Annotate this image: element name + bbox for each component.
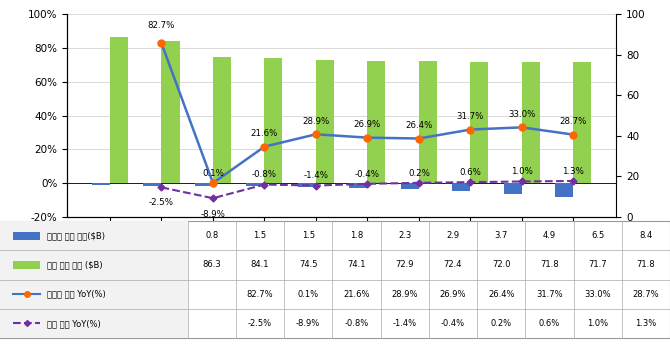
Text: 0.1%: 0.1% <box>202 169 224 178</box>
Bar <box>555 183 574 197</box>
Bar <box>574 62 592 183</box>
Text: 1.0%: 1.0% <box>511 167 533 176</box>
Text: 1.3%: 1.3% <box>563 167 584 176</box>
Bar <box>470 62 488 183</box>
Text: 33.0%: 33.0% <box>509 110 535 119</box>
Bar <box>452 183 470 191</box>
Bar <box>522 62 540 183</box>
Text: 28.7%: 28.7% <box>632 290 659 299</box>
Text: 0.1%: 0.1% <box>297 290 319 299</box>
Text: 33.0%: 33.0% <box>584 290 611 299</box>
Text: -8.9%: -8.9% <box>200 210 225 219</box>
Text: 1.5: 1.5 <box>302 231 315 240</box>
Text: 31.7%: 31.7% <box>457 112 484 121</box>
Text: 디지털 잡지 YoY(%): 디지털 잡지 YoY(%) <box>47 290 106 299</box>
Text: 1.3%: 1.3% <box>635 319 657 328</box>
Text: 84.1: 84.1 <box>251 260 269 270</box>
Text: 31.7%: 31.7% <box>536 290 563 299</box>
Text: 26.9%: 26.9% <box>354 120 381 129</box>
Bar <box>92 183 110 184</box>
Text: 인쇄 잡지 시장 ($B): 인쇄 잡지 시장 ($B) <box>47 260 103 270</box>
Text: -0.4%: -0.4% <box>441 319 465 328</box>
Bar <box>0 280 188 309</box>
Text: 71.8: 71.8 <box>540 260 559 270</box>
Text: 인쇄 잡지 YoY(%): 인쇄 잡지 YoY(%) <box>47 319 100 328</box>
Bar <box>247 183 265 186</box>
Text: 8.4: 8.4 <box>639 231 653 240</box>
Bar <box>13 261 40 269</box>
Bar <box>0 250 188 280</box>
Bar <box>298 183 316 187</box>
Bar <box>367 61 385 183</box>
Text: -2.5%: -2.5% <box>248 319 272 328</box>
Text: 1.0%: 1.0% <box>587 319 608 328</box>
Bar <box>265 58 283 183</box>
Text: 2.9: 2.9 <box>446 231 460 240</box>
Bar <box>110 37 128 183</box>
Text: 0.6%: 0.6% <box>460 168 481 177</box>
Text: -0.8%: -0.8% <box>344 319 368 328</box>
Bar <box>0 309 188 338</box>
Text: 82.7%: 82.7% <box>148 21 175 30</box>
Bar <box>0 221 188 250</box>
Text: 2.3: 2.3 <box>398 231 411 240</box>
Text: 0.2%: 0.2% <box>490 319 512 328</box>
Bar <box>350 183 367 188</box>
Bar <box>419 61 437 183</box>
Text: 디지털 잡지 시장($B): 디지털 잡지 시장($B) <box>47 231 105 240</box>
Text: 71.8: 71.8 <box>636 260 655 270</box>
Text: -0.4%: -0.4% <box>355 170 380 179</box>
Bar <box>504 183 522 194</box>
Text: 72.4: 72.4 <box>444 260 462 270</box>
Text: 74.5: 74.5 <box>299 260 318 270</box>
Bar <box>143 183 161 186</box>
Text: 82.7%: 82.7% <box>247 290 273 299</box>
FancyBboxPatch shape <box>0 221 670 338</box>
Text: 1.8: 1.8 <box>350 231 363 240</box>
Bar <box>401 183 419 189</box>
Text: 26.9%: 26.9% <box>440 290 466 299</box>
Text: 4.9: 4.9 <box>543 231 556 240</box>
Text: 3.7: 3.7 <box>494 231 508 240</box>
Text: 28.9%: 28.9% <box>391 290 418 299</box>
Text: 28.7%: 28.7% <box>559 117 587 126</box>
Text: -0.8%: -0.8% <box>252 170 277 180</box>
Text: 1.5: 1.5 <box>253 231 267 240</box>
Text: 74.1: 74.1 <box>347 260 366 270</box>
Text: -1.4%: -1.4% <box>393 319 417 328</box>
Text: -2.5%: -2.5% <box>149 197 174 206</box>
Text: 26.4%: 26.4% <box>405 121 433 130</box>
Bar <box>13 232 40 240</box>
Text: 71.7: 71.7 <box>588 260 607 270</box>
Text: 21.6%: 21.6% <box>343 290 370 299</box>
Text: 72.0: 72.0 <box>492 260 511 270</box>
Bar <box>213 57 231 183</box>
Bar <box>316 60 334 183</box>
Text: 86.3: 86.3 <box>202 260 221 270</box>
Bar <box>195 183 213 186</box>
Text: 6.5: 6.5 <box>591 231 604 240</box>
Text: 26.4%: 26.4% <box>488 290 515 299</box>
Text: 0.6%: 0.6% <box>539 319 560 328</box>
Text: -1.4%: -1.4% <box>304 172 328 181</box>
Text: 21.6%: 21.6% <box>251 129 278 138</box>
Text: 72.9: 72.9 <box>395 260 414 270</box>
Text: 28.9%: 28.9% <box>302 117 330 126</box>
Text: 0.8: 0.8 <box>205 231 218 240</box>
Bar <box>161 41 180 183</box>
Text: 0.2%: 0.2% <box>408 169 430 178</box>
Text: -8.9%: -8.9% <box>296 319 320 328</box>
